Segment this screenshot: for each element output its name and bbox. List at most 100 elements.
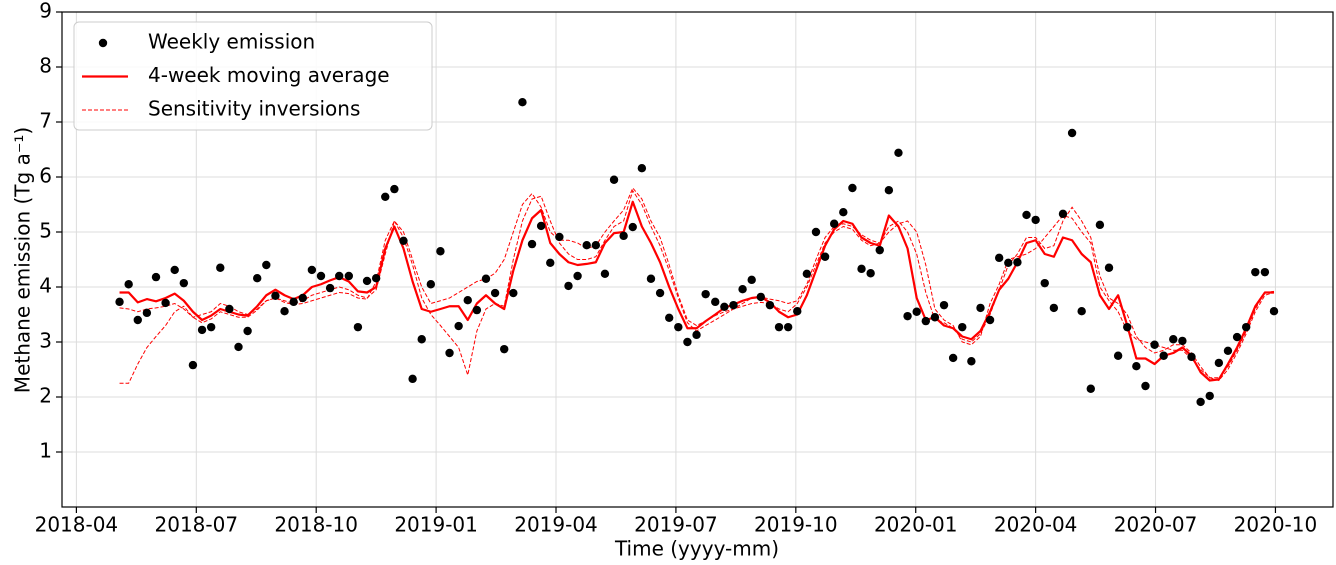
data-point xyxy=(701,289,710,299)
data-point xyxy=(875,245,884,255)
legend: Weekly emission 4-week moving average Sens… xyxy=(73,21,433,131)
data-point xyxy=(765,300,775,310)
x-tick-label: 2018-04 xyxy=(35,513,119,537)
data-point xyxy=(555,232,564,242)
data-point xyxy=(161,298,170,308)
data-point xyxy=(1214,358,1224,368)
data-point xyxy=(1251,267,1260,277)
data-point xyxy=(756,292,766,302)
data-point xyxy=(206,322,216,332)
data-point xyxy=(307,265,317,275)
y-axis-label: Methane emission (Tg a⁻¹) xyxy=(11,127,35,393)
data-point xyxy=(1187,352,1196,362)
data-point xyxy=(619,231,628,241)
data-point xyxy=(1159,351,1168,360)
x-tick-label: 2020-10 xyxy=(1234,513,1318,537)
data-point xyxy=(197,325,207,335)
y-tick-label: 9 xyxy=(39,0,52,23)
data-point xyxy=(1223,346,1233,355)
data-point xyxy=(958,322,967,332)
data-point xyxy=(683,337,692,347)
data-point xyxy=(262,260,271,270)
data-point xyxy=(692,330,701,340)
data-point xyxy=(1150,340,1159,349)
data-point xyxy=(967,357,976,366)
data-point xyxy=(591,241,601,250)
x-tick-label: 2019-10 xyxy=(754,513,838,537)
data-point xyxy=(793,307,802,316)
data-point xyxy=(711,297,720,307)
data-point xyxy=(1269,307,1279,316)
data-point xyxy=(1141,381,1150,391)
y-tick-label: 2 xyxy=(39,384,52,408)
data-point xyxy=(720,302,729,311)
legend-label: Weekly emission xyxy=(148,30,315,54)
data-point xyxy=(115,297,124,307)
data-point xyxy=(408,374,417,384)
data-point xyxy=(417,335,426,344)
data-point xyxy=(573,271,582,281)
data-point xyxy=(1196,397,1205,407)
data-point xyxy=(903,311,912,321)
data-point xyxy=(1232,332,1242,342)
data-point xyxy=(243,326,252,336)
data-point xyxy=(628,222,637,232)
data-point xyxy=(811,227,821,237)
data-point xyxy=(179,278,189,288)
data-point xyxy=(985,315,995,325)
data-point xyxy=(280,307,289,316)
data-point xyxy=(1040,278,1049,288)
data-point xyxy=(124,280,133,289)
data-point xyxy=(655,288,665,298)
data-point xyxy=(509,288,518,298)
x-tick-label: 2019-07 xyxy=(634,513,718,537)
data-point xyxy=(600,269,610,278)
data-point xyxy=(802,269,812,278)
data-point xyxy=(1169,335,1178,344)
legend-marker xyxy=(98,38,108,48)
data-point xyxy=(994,253,1004,263)
data-point xyxy=(399,236,408,245)
data-point xyxy=(646,274,656,283)
data-point xyxy=(1022,210,1031,220)
data-point xyxy=(1095,220,1105,230)
data-point xyxy=(316,271,326,281)
y-tick-label: 3 xyxy=(39,329,52,353)
x-tick-label: 2018-07 xyxy=(155,513,239,537)
data-point xyxy=(490,288,500,298)
data-point xyxy=(738,285,747,294)
data-point xyxy=(1260,267,1270,277)
data-point xyxy=(151,272,161,282)
x-tick-label: 2020-07 xyxy=(1114,513,1198,537)
x-tick-label: 2020-01 xyxy=(874,513,958,537)
data-point xyxy=(1113,351,1123,360)
data-point xyxy=(829,219,839,228)
x-tick-label: 2019-01 xyxy=(394,513,478,537)
y-tick-label: 5 xyxy=(39,219,52,243)
data-point xyxy=(289,297,298,307)
data-point xyxy=(445,348,454,358)
data-point xyxy=(1031,215,1040,225)
data-point xyxy=(536,221,546,231)
data-point xyxy=(1077,307,1086,316)
data-point xyxy=(344,271,354,281)
legend-label: Sensitivity inversions xyxy=(148,97,360,121)
data-point xyxy=(912,307,921,316)
data-point xyxy=(353,322,363,332)
y-tick-label: 7 xyxy=(39,109,52,133)
data-point xyxy=(1004,258,1013,267)
data-point xyxy=(866,269,875,278)
data-point xyxy=(335,271,344,281)
data-point xyxy=(234,342,243,352)
data-point xyxy=(637,164,647,173)
data-point xyxy=(170,265,179,275)
y-tick-label: 1 xyxy=(39,439,52,463)
data-point xyxy=(463,296,472,305)
x-tick-label: 2018-10 xyxy=(274,513,358,537)
data-point xyxy=(1241,322,1251,332)
x-axis-label: Time (yyyy-mm) xyxy=(614,537,779,561)
data-point xyxy=(298,293,307,303)
data-point xyxy=(839,208,848,217)
